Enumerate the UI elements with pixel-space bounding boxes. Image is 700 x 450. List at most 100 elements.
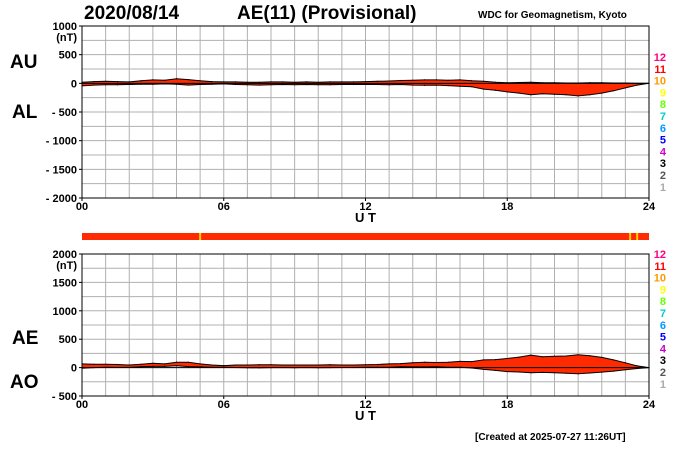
data-point-al bbox=[589, 94, 591, 96]
data-point-al bbox=[542, 93, 544, 95]
data-point-ae bbox=[93, 363, 95, 365]
data-point-au bbox=[282, 81, 284, 83]
data-point-ao bbox=[565, 372, 567, 374]
data-point-ao bbox=[152, 365, 154, 367]
data-point-al bbox=[140, 83, 142, 85]
data-point-ae bbox=[341, 364, 343, 366]
data-point-au bbox=[116, 81, 119, 83]
x-axis-label: U T bbox=[355, 210, 376, 225]
data-point-al bbox=[565, 94, 567, 96]
level-legend-12: 12 bbox=[654, 52, 666, 64]
data-point-ae bbox=[577, 354, 579, 356]
data-point-ae bbox=[447, 361, 449, 363]
data-point-ao bbox=[542, 371, 544, 374]
unit-label: (nT) bbox=[56, 32, 77, 44]
data-point-au bbox=[294, 81, 296, 83]
data-point-ae bbox=[624, 362, 626, 364]
data-point-al bbox=[234, 83, 237, 86]
data-point-au bbox=[341, 81, 343, 83]
data-point-au bbox=[140, 80, 142, 82]
data-point-ao bbox=[164, 365, 166, 367]
data-point-al bbox=[388, 84, 390, 86]
y-tick-label: 0 bbox=[71, 363, 77, 375]
data-point-ae bbox=[636, 365, 638, 367]
data-point-ao bbox=[518, 371, 520, 373]
data-point-au bbox=[317, 81, 319, 83]
data-point-ao bbox=[624, 369, 626, 371]
data-point-al bbox=[105, 84, 107, 86]
data-point-ae bbox=[601, 356, 603, 358]
data-point-al bbox=[376, 83, 378, 86]
data-point-ae bbox=[175, 361, 178, 363]
activity-marker bbox=[636, 233, 639, 240]
activity-marker bbox=[629, 233, 632, 240]
data-point-au bbox=[459, 79, 461, 81]
data-point-ae bbox=[211, 364, 213, 366]
data-point-ae bbox=[187, 361, 189, 363]
data-point-au bbox=[152, 79, 154, 81]
ae-label: AE bbox=[12, 328, 39, 349]
data-point-au bbox=[211, 81, 213, 83]
level-legend-1: 1 bbox=[660, 182, 666, 194]
activity-bar bbox=[82, 233, 649, 240]
level-legend-8: 8 bbox=[660, 296, 666, 308]
data-point-al bbox=[282, 83, 284, 86]
data-point-al bbox=[636, 84, 638, 86]
level-legend-2: 2 bbox=[660, 367, 666, 379]
data-point-ao bbox=[483, 368, 485, 371]
data-point-ae bbox=[471, 361, 473, 363]
data-point-ae bbox=[317, 364, 319, 366]
data-point-ae bbox=[199, 363, 201, 365]
data-point-ao bbox=[530, 372, 532, 374]
y-tick-label: 0 bbox=[71, 78, 77, 90]
level-legend-5: 5 bbox=[660, 332, 666, 344]
data-point-ao bbox=[601, 371, 603, 373]
data-point-ae bbox=[412, 362, 414, 364]
level-legend-2: 2 bbox=[660, 170, 666, 182]
data-point-al bbox=[93, 84, 95, 86]
level-legend-11: 11 bbox=[654, 64, 666, 76]
data-point-al bbox=[624, 87, 626, 89]
y-tick-label: 1000 bbox=[53, 306, 77, 318]
level-legend-9: 9 bbox=[660, 284, 666, 296]
data-point-al bbox=[518, 92, 520, 94]
data-point-au bbox=[518, 81, 520, 84]
y-tick-label: 1500 bbox=[53, 277, 77, 289]
data-point-ae bbox=[353, 364, 355, 366]
au-label: AU bbox=[10, 52, 38, 73]
data-point-ae bbox=[530, 354, 532, 356]
data-point-au bbox=[388, 80, 390, 82]
data-point-al bbox=[494, 89, 497, 91]
data-point-ae bbox=[518, 356, 520, 358]
data-point-ae bbox=[483, 359, 485, 361]
data-point-ae bbox=[376, 363, 378, 366]
data-point-au bbox=[530, 81, 532, 83]
data-point-au bbox=[435, 79, 437, 81]
data-point-al bbox=[211, 83, 213, 85]
data-point-ao bbox=[612, 370, 615, 372]
data-point-ao bbox=[175, 365, 178, 367]
data-point-au bbox=[199, 80, 201, 82]
data-point-au bbox=[305, 81, 308, 83]
y-tick-label: - 1500 bbox=[46, 164, 77, 176]
y-tick-label: 1000 bbox=[53, 21, 77, 33]
data-point-ae bbox=[329, 364, 331, 366]
data-point-al bbox=[471, 86, 473, 88]
data-point-al bbox=[400, 83, 402, 86]
data-point-al bbox=[577, 95, 579, 97]
level-legend-1: 1 bbox=[660, 379, 666, 391]
data-point-al bbox=[294, 84, 296, 86]
level-legend-10: 10 bbox=[654, 76, 666, 88]
attribution: WDC for Geomagnetism, Kyoto bbox=[478, 10, 627, 21]
level-legend-11: 11 bbox=[654, 261, 666, 273]
data-point-au bbox=[412, 79, 414, 81]
level-legend-5: 5 bbox=[660, 135, 666, 147]
x-tick-label: 24 bbox=[643, 399, 656, 411]
data-point-ae bbox=[282, 364, 284, 366]
data-point-ao bbox=[589, 372, 591, 374]
data-point-al bbox=[506, 91, 508, 93]
data-point-au bbox=[234, 81, 237, 83]
data-point-au bbox=[105, 80, 107, 82]
data-point-au bbox=[364, 81, 367, 83]
data-point-ao bbox=[494, 369, 497, 372]
